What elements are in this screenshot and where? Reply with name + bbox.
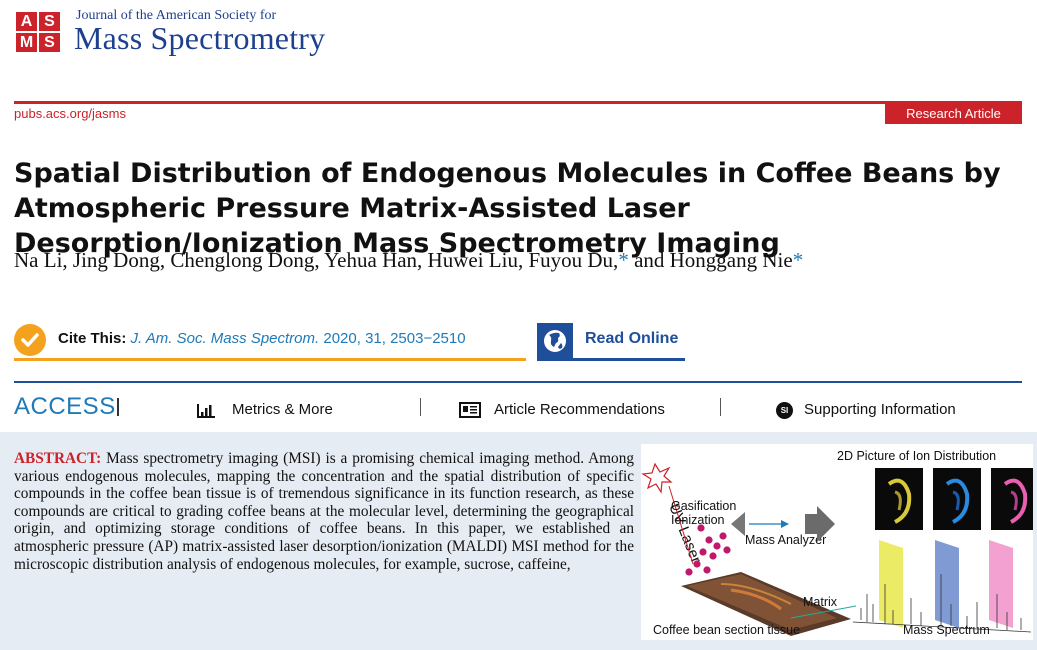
corresponding-star-2[interactable]: * [792, 248, 804, 272]
read-online-underline [537, 358, 685, 361]
bar-chart-icon[interactable] [197, 404, 215, 418]
toc-gas-label: Gasification [671, 499, 736, 513]
toc-ion-label: Ionization [671, 513, 725, 527]
cite-underline [14, 358, 526, 361]
spectrum-plane-blue [935, 540, 959, 628]
analyzer-inlet-icon [731, 512, 745, 536]
toc-graphic[interactable]: UV Laser Gasification Ionization Mass An… [641, 444, 1033, 640]
corresponding-star-1[interactable]: * [618, 248, 629, 272]
journal-name: Mass Spectrometry [74, 20, 326, 56]
nav-divider-1 [420, 398, 421, 416]
si-icon[interactable]: SI [776, 402, 793, 419]
abstract-heading: ABSTRACT: [14, 450, 102, 467]
logo-letter-s2: S [39, 33, 60, 52]
cite-check-icon[interactable] [14, 324, 46, 356]
laser-burst-icon [641, 462, 673, 494]
recommendations-icon[interactable] [459, 402, 481, 418]
toc-tissue-label: Coffee bean section tissue [653, 623, 800, 637]
toc-ion-title: 2D Picture of Ion Distribution [837, 449, 996, 463]
journal-logo: A S M S [16, 12, 62, 54]
logo-letter-s: S [39, 12, 60, 31]
cite-this[interactable]: Cite This: J. Am. Soc. Mass Spectrom. 20… [58, 330, 466, 347]
spectrum-peaks [852, 574, 1032, 633]
toc-analyzer-label: Mass Analyzer [745, 533, 826, 547]
nav-divider-2 [720, 398, 721, 416]
authors-tail: and Honggang Nie [628, 248, 793, 272]
toc-matrix-label: Matrix [803, 595, 838, 609]
article-recommendations-link[interactable]: Article Recommendations [494, 401, 665, 418]
ion-cloud [685, 524, 731, 576]
read-online-link[interactable]: Read Online [585, 330, 679, 347]
article-type-badge: Research Article [885, 104, 1022, 124]
cite-details[interactable]: 2020, 31, 2503−2510 [323, 330, 466, 347]
author-list: Na Li, Jing Dong, Chenglong Dong, Yehua … [14, 248, 803, 273]
abstract-body: Mass spectrometry imaging (MSI) is a pro… [14, 450, 634, 573]
spectrum-plane-pink [989, 540, 1013, 628]
journal-subtitle: Journal of the American Society for [76, 8, 277, 23]
access-rule [14, 381, 1022, 383]
cite-label: Cite This: [58, 330, 127, 347]
logo-letter-a: A [16, 12, 37, 31]
cite-journal[interactable]: J. Am. Soc. Mass Spectrom. [130, 330, 320, 347]
access-divider [117, 398, 119, 416]
supporting-information-link[interactable]: Supporting Information [804, 401, 956, 418]
big-arrow-icon [805, 506, 835, 542]
access-label: ACCESS [14, 393, 116, 420]
metrics-more-link[interactable]: Metrics & More [232, 401, 333, 418]
logo-letter-m: M [16, 33, 37, 52]
globe-icon[interactable] [537, 323, 573, 359]
spectrum-plane-yellow [879, 540, 903, 628]
article-title: Spatial Distribution of Endogenous Molec… [14, 158, 1001, 259]
header-rule [14, 101, 1022, 104]
toc-spectrum-label: Mass Spectrum [903, 623, 990, 637]
authors-main: Na Li, Jing Dong, Chenglong Dong, Yehua … [14, 248, 619, 272]
journal-url-link[interactable]: pubs.acs.org/jasms [14, 106, 126, 121]
abstract-text: ABSTRACT: Mass spectrometry imaging (MSI… [14, 450, 634, 573]
